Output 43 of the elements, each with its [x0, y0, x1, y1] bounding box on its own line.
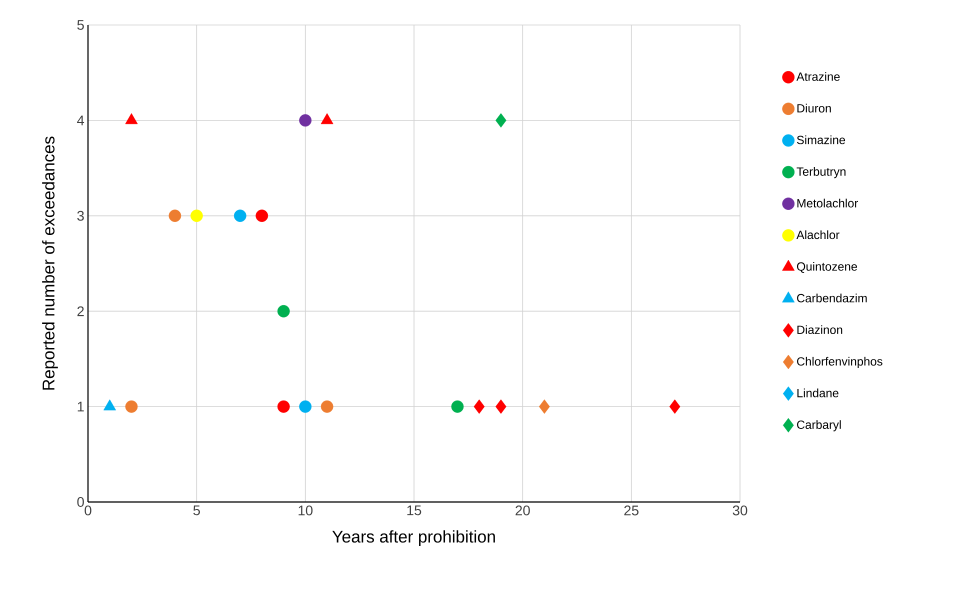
x-axis-title: Years after prohibition: [332, 530, 495, 546]
x-tick-label: 30: [732, 506, 748, 516]
point: [234, 210, 246, 222]
x-tick-label: 0: [84, 506, 92, 516]
point: [474, 399, 485, 414]
point: [277, 305, 290, 318]
legend-label: Quintozene: [796, 262, 858, 273]
y-tick-label: 5: [77, 20, 84, 30]
point: [495, 113, 506, 128]
x-tick-label: 10: [298, 506, 313, 516]
point: [495, 399, 506, 414]
legend-label: Chlorfenvinphos: [797, 356, 882, 368]
point: [538, 399, 550, 414]
x-tick-label: 15: [407, 506, 422, 516]
point: [320, 400, 334, 413]
point: [299, 400, 312, 413]
legend-label: Metolachlor: [797, 198, 858, 208]
y-tick-label: 3: [77, 210, 84, 221]
point: [190, 210, 203, 222]
legend-label: Lindane: [797, 388, 838, 398]
y-tick-label: 1: [78, 402, 84, 412]
y-tick-label: 0: [77, 497, 84, 507]
y-tick-label: 2: [77, 306, 84, 316]
legend-label: Diuron: [797, 104, 831, 113]
y-axis-title: Reported number of exceedances: [42, 136, 58, 390]
legend-label: Alachlor: [796, 230, 840, 240]
legend-label: Terbutryn: [796, 167, 846, 178]
x-tick-label: 5: [193, 506, 200, 516]
legend-label: Atrazine: [796, 72, 840, 81]
x-tick-label: 20: [516, 506, 530, 516]
point: [451, 400, 464, 413]
y-tick-label: 4: [77, 116, 84, 126]
point: [125, 400, 138, 413]
legend-label: Simazine: [796, 135, 846, 144]
point: [299, 114, 312, 127]
legend-label: Carbendazim: [797, 294, 867, 302]
point: [168, 210, 182, 222]
legend-label: Diazinon: [797, 325, 842, 334]
x-tick-label: 25: [624, 506, 639, 516]
point: [256, 210, 268, 222]
point: [669, 399, 680, 414]
point: [277, 400, 290, 413]
legend-label: Carbaryl: [797, 420, 841, 432]
